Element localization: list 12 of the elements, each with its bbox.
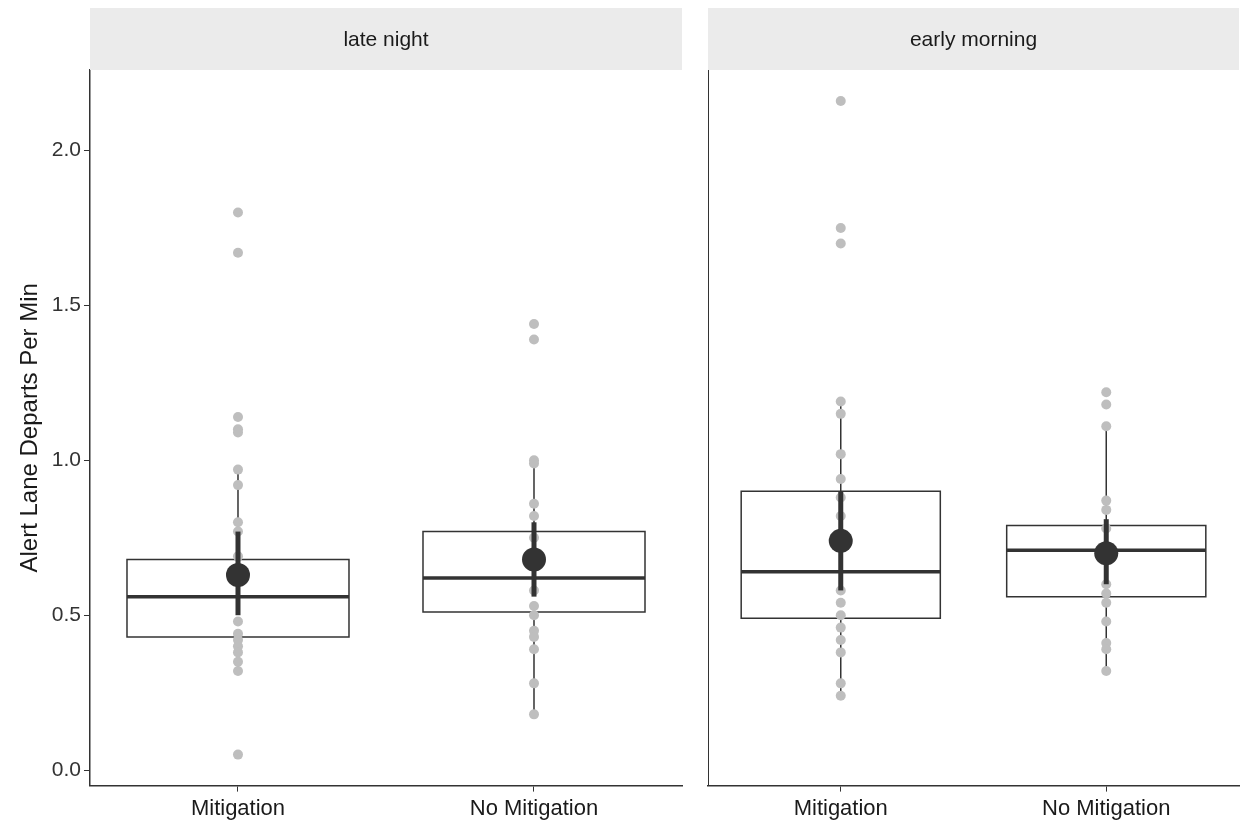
x-tick-label: No Mitigation [1042, 794, 1171, 820]
chart-title: early morning [909, 26, 1038, 50]
chart-title: late night [343, 26, 429, 50]
y-tick-label: 0.0 [51, 756, 81, 780]
x-tick-label: No Mitigation [469, 794, 599, 820]
x-tick-label: Mitigation [793, 794, 888, 820]
y-tick-label: 2.0 [51, 137, 81, 161]
y-tick-label: 1.5 [51, 292, 81, 316]
y-tick-label: 0.5 [51, 602, 81, 626]
x-tick-label: Mitigation [190, 794, 286, 820]
y-axis-title: Alert Lane Departs Per Min [15, 283, 43, 573]
y-tick-label: 1.0 [51, 447, 81, 471]
